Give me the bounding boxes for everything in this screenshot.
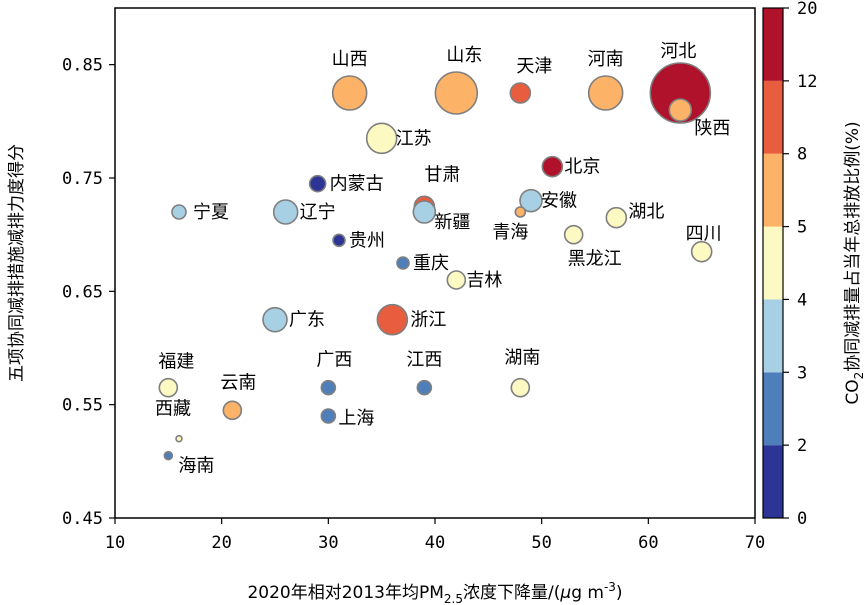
point-上海 xyxy=(320,408,337,424)
point-label-福建: 福建 xyxy=(158,352,194,373)
point-宁夏 xyxy=(171,204,187,220)
point-label-陕西: 陕西 xyxy=(694,118,730,139)
colorbar-tick-label: 0 xyxy=(797,509,807,529)
point-label-上海: 上海 xyxy=(338,408,374,429)
colorbar-band xyxy=(763,80,783,154)
colorbar-tick-label: 4 xyxy=(797,290,807,310)
x-axis: 10 20 30 40 50 60 70 xyxy=(105,518,765,553)
point-广东 xyxy=(262,306,288,333)
point-福建 xyxy=(158,377,179,398)
point-山西 xyxy=(331,75,368,111)
colorbar-tick-label: 12 xyxy=(797,72,817,92)
point-海南 xyxy=(163,450,174,461)
point-湖南 xyxy=(510,377,531,398)
point-label-湖南: 湖南 xyxy=(504,348,540,369)
point-label-甘肃: 甘肃 xyxy=(424,164,460,185)
point-贵州 xyxy=(332,233,346,248)
point-label-天津: 天津 xyxy=(516,56,552,77)
point-辽宁 xyxy=(272,199,299,225)
points-layer xyxy=(158,62,713,461)
colorbar-tick-label: 3 xyxy=(797,363,807,383)
point-山东 xyxy=(434,71,479,115)
point-label-宁夏: 宁夏 xyxy=(193,202,229,223)
x-tick-label: 40 xyxy=(425,533,445,553)
point-label-西藏: 西藏 xyxy=(155,399,191,420)
y-tick-label: 0.45 xyxy=(62,509,103,529)
point-label-浙江: 浙江 xyxy=(410,310,446,331)
point-label-湖北: 湖北 xyxy=(628,202,664,223)
point-label-河南: 河南 xyxy=(588,49,624,70)
x-tick-label: 20 xyxy=(211,533,231,553)
x-tick-label: 30 xyxy=(318,533,338,553)
point-label-河北: 河北 xyxy=(660,41,696,62)
point-天津 xyxy=(509,82,532,104)
point-黑龙江 xyxy=(563,224,584,245)
colorbar-frame xyxy=(762,7,784,519)
point-label-黑龙江: 黑龙江 xyxy=(568,249,622,270)
point-label-山东: 山东 xyxy=(446,45,482,66)
point-label-海南: 海南 xyxy=(178,456,214,477)
colorbar-label: CO2协同减排量占当年总排放比例(%) xyxy=(843,121,866,404)
colorbar-band xyxy=(763,299,783,373)
point-吉林 xyxy=(446,270,467,290)
point-label-青海: 青海 xyxy=(492,222,528,243)
colorbar xyxy=(762,7,784,519)
y-tick-label: 0.55 xyxy=(62,396,103,416)
point-label-江苏: 江苏 xyxy=(396,128,432,149)
point-湖北 xyxy=(605,206,628,229)
point-安徽 xyxy=(519,188,543,213)
point-label-重庆: 重庆 xyxy=(413,253,449,274)
y-axis: 0.45 0.55 0.65 0.75 0.85 xyxy=(62,56,115,529)
point-陕西 xyxy=(668,98,693,122)
point-label-贵州: 贵州 xyxy=(349,230,385,251)
point-label-新疆: 新疆 xyxy=(434,212,470,233)
colorbar-tick-label: 5 xyxy=(797,218,807,238)
x-tick-label: 60 xyxy=(638,533,658,553)
point-河北 xyxy=(649,62,712,124)
y-tick-label: 0.65 xyxy=(62,282,103,302)
x-tick-label: 50 xyxy=(531,533,551,553)
y-tick-label: 0.85 xyxy=(62,56,103,76)
colorbar-tick-label: 20 xyxy=(797,0,817,19)
point-河南 xyxy=(587,75,624,111)
colorbar-band xyxy=(763,8,783,81)
y-axis-label: 五项协同减排措施减排力度得分 xyxy=(7,144,27,382)
point-广西 xyxy=(320,379,337,396)
point-label-广西: 广西 xyxy=(316,350,352,371)
x-tick-label: 70 xyxy=(745,533,765,553)
point-label-山西: 山西 xyxy=(332,49,368,70)
point-青海 xyxy=(514,206,527,218)
point-label-内蒙古: 内蒙古 xyxy=(330,174,384,195)
y-tick-label: 0.75 xyxy=(62,169,103,189)
colorbar-band xyxy=(763,445,783,518)
point-江苏 xyxy=(365,122,398,155)
point-浙江 xyxy=(376,303,409,336)
x-tick-label: 10 xyxy=(105,533,125,553)
point-江西 xyxy=(416,379,433,396)
colorbar-ticks: 0 2 3 4 5 8 12 20 xyxy=(783,0,817,529)
point-label-安徽: 安徽 xyxy=(541,191,577,212)
x-axis-label: 2020年相对2013年均PM2.5浓度下降量/(μg m-3) xyxy=(247,580,622,605)
point-label-辽宁: 辽宁 xyxy=(300,202,336,223)
point-label-云南: 云南 xyxy=(220,372,256,393)
colorbar-tick-label: 2 xyxy=(797,436,807,456)
point-北京 xyxy=(541,155,564,178)
colorbar-band xyxy=(763,153,783,227)
point-内蒙古 xyxy=(308,174,327,193)
colorbar-band xyxy=(763,372,783,446)
point-重庆 xyxy=(396,256,410,270)
colorbar-band xyxy=(763,226,783,300)
point-label-广东: 广东 xyxy=(289,310,325,331)
point-云南 xyxy=(222,400,243,421)
point-label-吉林: 吉林 xyxy=(466,270,502,291)
point-西藏 xyxy=(175,434,183,443)
point-label-江西: 江西 xyxy=(406,350,442,371)
point-label-四川: 四川 xyxy=(686,224,722,245)
point-四川 xyxy=(690,240,713,263)
point-label-北京: 北京 xyxy=(564,157,600,178)
point-新疆 xyxy=(412,200,437,224)
colorbar-tick-label: 8 xyxy=(797,145,807,165)
